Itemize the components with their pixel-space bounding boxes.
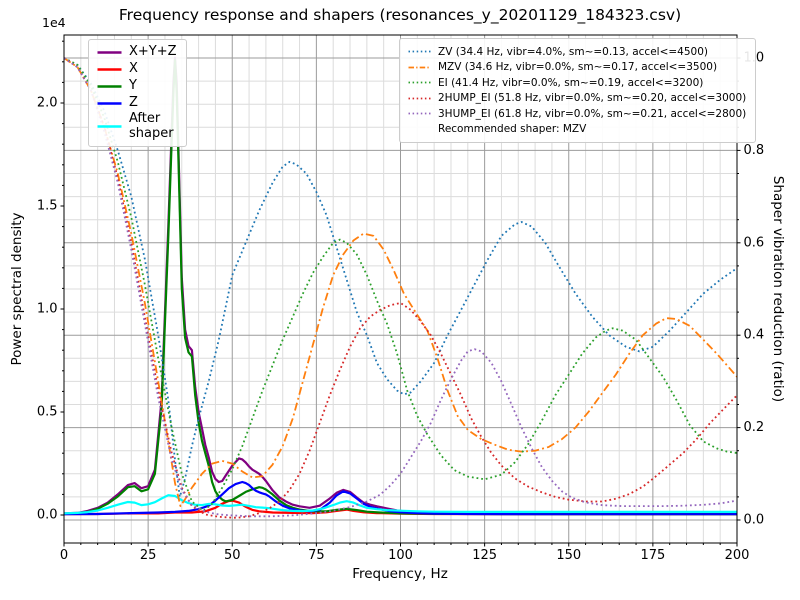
curve-after_shaper [64, 494, 737, 515]
y-right-tick-label: 0.8 [744, 143, 765, 158]
y-right-tick-label: 0.4 [744, 328, 765, 343]
legend-item-x: X [96, 61, 177, 78]
legend-swatch-solid-line [97, 102, 122, 105]
page-title: Frequency response and shapers (resonanc… [118, 6, 682, 24]
y-right-tick-label: 0.2 [744, 420, 765, 435]
legend-swatch-dotted-line [408, 50, 431, 53]
legend-swatch-dotted-line [408, 97, 431, 100]
legend-swatch-solid-line [97, 125, 122, 129]
legend-swatch-dashdot-line [408, 66, 431, 69]
x-tick-label: 0 [60, 548, 68, 563]
x-tick-label: 50 [224, 548, 241, 563]
legend-item-zv: ZV (34.4 Hz, vibr=4.0%, sm~=0.13, accel<… [407, 44, 746, 60]
tick-labels: 0 25 50 75 100 125 150 175 200 0.0 0.5 1.0 1.5 2.0 0.0… [37, 51, 764, 563]
legend-item-2hump_ei: 2HUMP_EI (51.8 Hz, vibr=0.0%, sm~=0.20, … [407, 91, 746, 107]
y-left-tick-label: 1.0 [37, 302, 58, 317]
legend-swatch-dotted-line [408, 112, 431, 115]
y-left-tick-label: 0.5 [37, 405, 58, 420]
y-left-tick-label: 0.0 [37, 508, 58, 523]
legend-item-xyz: X+Y+Z [96, 44, 177, 61]
y-axis-offset-label: 1e4 [42, 15, 66, 30]
legend-item-y: Y [96, 78, 177, 95]
curve-y [64, 58, 737, 516]
x-tick-label: 150 [556, 548, 581, 563]
legend-item-ei: EI (41.4 Hz, vibr=0.0%, sm~=0.19, accel<… [407, 75, 746, 91]
curve-mzv [64, 57, 737, 507]
legend-item-mzv: MZV (34.6 Hz, vibr=0.0%, sm~=0.17, accel… [407, 60, 746, 76]
y-left-tick-label: 1.5 [37, 199, 58, 214]
recommended-shaper-text: Recommended shaper: MZV [438, 122, 587, 135]
legend-item-z: Z [96, 95, 177, 112]
legend-label: After shaper [129, 111, 174, 141]
legend-swatch-solid-line [97, 68, 122, 71]
legend-item-after_shaper: After shaper [96, 111, 177, 142]
legend-label: 3HUMP_EI (61.8 Hz, vibr=0.0%, sm~=0.21, … [438, 107, 747, 120]
y-right-tick-label: 0.0 [744, 513, 765, 528]
legend-item-3hump_ei: 3HUMP_EI (61.8 Hz, vibr=0.0%, sm~=0.21, … [407, 106, 746, 122]
x-tick-label: 125 [472, 548, 497, 563]
psd-legend: X+Y+Z X Y Z After shaper [88, 39, 187, 147]
legend-label: X [129, 61, 138, 77]
curves [64, 56, 737, 519]
legend-swatch-solid-line [97, 85, 122, 88]
legend-label: 2HUMP_EI (51.8 Hz, vibr=0.0%, sm~=0.20, … [438, 92, 747, 105]
y-left-tick-label: 2.0 [37, 96, 58, 111]
x-tick-label: 100 [388, 548, 413, 563]
legend-label: EI (41.4 Hz, vibr=0.0%, sm~=0.19, accel<… [438, 76, 704, 89]
y-right-axis-label: Shaper vibration reduction (ratio) [770, 175, 786, 403]
legend-swatch-solid-line [97, 51, 122, 54]
legend-swatch-dotted-line [408, 81, 431, 84]
shaper-legend: ZV (34.4 Hz, vibr=4.0%, sm~=0.13, accel<… [399, 38, 757, 143]
legend-label: Z [129, 95, 138, 111]
x-tick-label: 25 [140, 548, 157, 563]
legend-label: ZV (34.4 Hz, vibr=4.0%, sm~=0.13, accel<… [438, 45, 708, 58]
x-tick-label: 175 [640, 548, 665, 563]
legend-label: MZV (34.6 Hz, vibr=0.0%, sm~=0.17, accel… [438, 61, 718, 74]
x-tick-label: 200 [725, 548, 750, 563]
y-left-axis-label: Power spectral density [9, 212, 25, 366]
legend-label: Y [129, 78, 137, 94]
legend-label: X+Y+Z [129, 44, 177, 60]
x-axis-label: Frequency, Hz [352, 566, 448, 582]
x-tick-label: 75 [308, 548, 325, 563]
y-right-tick-label: 0.6 [744, 235, 765, 250]
